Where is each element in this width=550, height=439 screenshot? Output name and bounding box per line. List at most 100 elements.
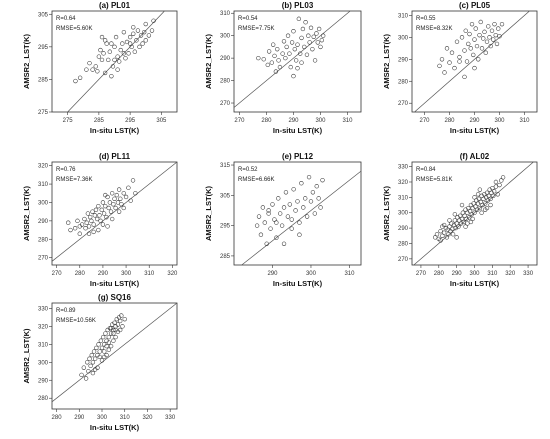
data-point [108, 325, 114, 331]
data-point [94, 216, 100, 222]
data-point [121, 51, 127, 56]
r-value: R=0.55 [416, 16, 436, 22]
data-point [134, 38, 139, 43]
x-tick-label: 280 [444, 118, 455, 124]
data-point [298, 51, 303, 56]
data-point [93, 356, 98, 361]
data-point [289, 217, 294, 222]
data-point [285, 214, 291, 219]
data-point [86, 231, 92, 236]
data-point [108, 331, 114, 336]
y-tick-label: 280 [398, 79, 409, 85]
data-point [81, 365, 86, 370]
data-point [87, 60, 92, 66]
data-point [131, 31, 136, 36]
x-tick-label: 330 [165, 415, 176, 421]
x-tick-label: 275 [63, 118, 74, 124]
data-point [86, 224, 92, 229]
y-tick-label: 270 [220, 101, 231, 107]
y-tick-label: 330 [38, 306, 49, 312]
plot-frame [51, 161, 178, 266]
data-point [452, 212, 458, 217]
data-point [303, 196, 308, 201]
r-value: R=0.89 [56, 308, 76, 314]
data-point [115, 54, 120, 59]
data-point [444, 46, 450, 51]
panel-1: (a) PL01 R=0.64 RMSE=5.60K 275 285 295 305 275 2… [22, 1, 178, 135]
data-point [457, 59, 462, 64]
data-point [146, 33, 152, 38]
data-point [115, 322, 121, 327]
data-point [109, 41, 114, 46]
data-point [138, 33, 144, 38]
data-point [266, 208, 271, 213]
data-point [135, 28, 141, 33]
data-point [274, 220, 279, 225]
data-point [130, 178, 136, 183]
data-point [103, 203, 108, 209]
one-to-one-line [241, 170, 362, 266]
data-point [99, 345, 105, 351]
data-point [75, 218, 80, 224]
data-point [116, 209, 122, 214]
data-point [483, 50, 488, 55]
data-point [496, 26, 501, 31]
data-point [72, 226, 78, 231]
data-point [289, 226, 294, 231]
data-point [106, 334, 111, 340]
data-point [449, 50, 455, 55]
data-point [318, 205, 323, 210]
data-point [98, 338, 104, 343]
x-axis-title: In-situ LST(K) [90, 423, 140, 432]
panel-title: (c) PL05 [459, 1, 491, 10]
panel-title: (e) PL12 [282, 152, 314, 161]
data-point [88, 363, 93, 369]
x-tick-label: 300 [306, 271, 317, 277]
data-point [95, 69, 100, 74]
data-point [123, 56, 128, 61]
plot-frame [411, 161, 538, 266]
x-tick-label: 305 [156, 118, 167, 124]
data-point [127, 41, 133, 46]
data-point [463, 224, 468, 229]
y-tick-label: 295 [220, 224, 231, 230]
data-point [293, 58, 299, 63]
data-point [90, 370, 96, 376]
data-point [93, 64, 98, 69]
data-point [123, 194, 129, 200]
x-tick-label: 320 [142, 415, 153, 421]
x-axis-title: In-situ LST(K) [90, 279, 140, 288]
data-point [103, 192, 108, 198]
data-point [462, 48, 467, 53]
x-axis-title: In-situ LST(K) [273, 126, 323, 135]
y-axis-title: AMSR2_LST(K) [382, 34, 391, 90]
data-point [310, 46, 315, 52]
data-point [102, 38, 108, 43]
data-point [87, 356, 92, 361]
data-point [295, 199, 300, 204]
data-point [149, 28, 155, 33]
panel-title: (a) PL01 [99, 1, 131, 10]
rmse-value: RMSE=5.60K [56, 26, 93, 32]
x-tick-label: 270 [52, 271, 63, 277]
data-point [82, 216, 87, 222]
data-point [472, 195, 477, 200]
data-point [112, 44, 117, 50]
data-point [471, 52, 476, 58]
data-point [105, 224, 110, 229]
data-point [487, 35, 492, 40]
data-point [277, 64, 283, 70]
data-point [94, 345, 99, 351]
data-point [118, 327, 123, 333]
rmse-value: RMSE=7.36K [56, 177, 93, 183]
data-point [280, 51, 285, 56]
y-tick-label: 320 [38, 324, 49, 330]
panel-title: (b) PL03 [282, 1, 314, 10]
data-point [111, 202, 116, 207]
data-point [441, 230, 447, 235]
data-point [269, 60, 275, 65]
x-tick-label: 280 [434, 271, 445, 277]
y-axis-title: AMSR2_LST(K) [204, 186, 213, 242]
data-point [109, 73, 114, 79]
